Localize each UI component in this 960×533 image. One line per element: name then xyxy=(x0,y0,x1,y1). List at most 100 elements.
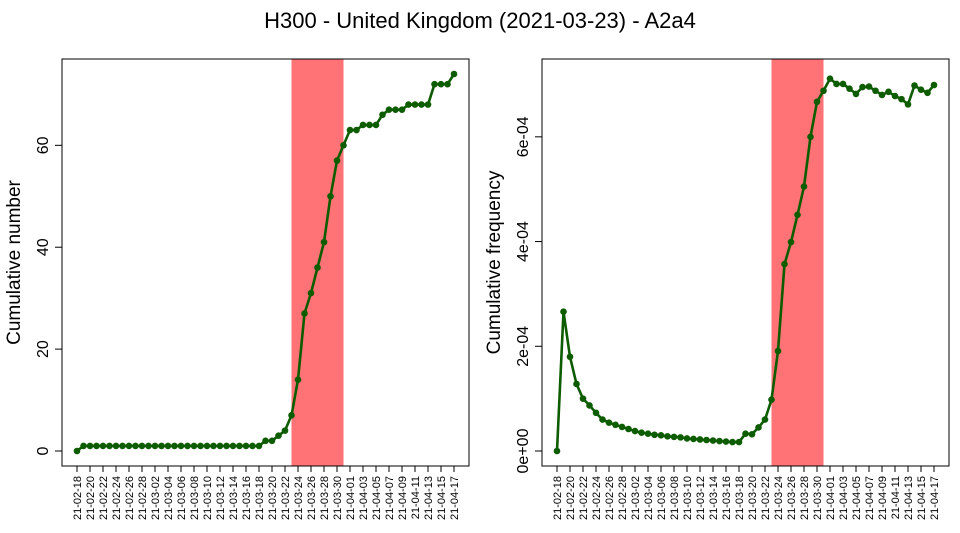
data-point xyxy=(177,442,185,450)
series-line xyxy=(76,73,456,453)
x-tick-label: 21-04-09 xyxy=(397,476,409,520)
figure-title: H300 - United Kingdom (2021-03-23) - A2a… xyxy=(264,8,696,33)
data-point xyxy=(392,106,399,113)
data-point xyxy=(670,433,678,441)
data-point xyxy=(333,157,341,164)
data-point xyxy=(742,430,749,438)
x-tick-label: 21-03-26 xyxy=(306,476,318,520)
data-point xyxy=(677,434,684,441)
data-point xyxy=(586,402,593,409)
data-point xyxy=(852,90,860,98)
data-point xyxy=(255,442,263,450)
x-tick-label: 21-04-01 xyxy=(345,476,357,520)
x-tick-label: 21-04-17 xyxy=(929,476,941,520)
data-point xyxy=(631,427,639,435)
y-tick-label: 0e+00 xyxy=(515,428,532,473)
data-point xyxy=(223,442,230,450)
x-tick-label: 21-03-22 xyxy=(280,476,292,520)
data-point xyxy=(566,353,574,361)
data-point xyxy=(605,419,613,427)
data-point xyxy=(846,85,853,92)
data-point xyxy=(385,106,393,113)
data-point xyxy=(787,238,795,246)
x-tick-label: 21-04-13 xyxy=(423,476,435,520)
x-tick-label: 21-03-10 xyxy=(202,476,214,520)
data-point xyxy=(431,80,438,88)
x-tick-label: 21-03-04 xyxy=(643,476,655,520)
data-point xyxy=(106,442,113,450)
data-point xyxy=(405,101,412,108)
x-tick-label: 21-04-07 xyxy=(384,476,396,520)
data-point xyxy=(359,121,367,129)
x-tick-label: 21-02-24 xyxy=(591,476,603,520)
x-tick-label: 21-03-16 xyxy=(241,476,253,520)
data-point xyxy=(625,425,632,433)
data-point xyxy=(444,80,451,88)
y-axis-label: Cumulative number xyxy=(4,179,25,344)
x-tick-label: 21-03-14 xyxy=(708,476,720,520)
data-point xyxy=(755,424,762,431)
data-point xyxy=(288,412,295,419)
x-tick-label: 21-04-03 xyxy=(358,476,370,520)
x-tick-label: 21-03-18 xyxy=(254,476,266,520)
data-point xyxy=(917,86,925,94)
data-point xyxy=(249,442,256,450)
x-tick-label: 21-03-02 xyxy=(630,476,642,520)
data-point xyxy=(592,409,600,417)
data-point xyxy=(366,121,373,129)
data-point xyxy=(320,238,328,246)
x-tick-label: 21-02-22 xyxy=(578,476,590,520)
data-point xyxy=(644,430,652,438)
data-point xyxy=(898,95,905,103)
x-tick-label: 21-04-13 xyxy=(903,476,915,520)
chart-panel-cumulative-number: 0 20 40 60 Cumulative number 21-02-18 21-02-20… xyxy=(4,58,470,520)
data-point xyxy=(281,427,289,434)
data-point xyxy=(761,416,769,423)
x-tick-label: 21-04-05 xyxy=(851,476,863,520)
data-point xyxy=(268,437,276,445)
x-tick-label: 21-03-26 xyxy=(786,476,798,520)
data-point xyxy=(820,87,827,95)
highlight-band xyxy=(771,59,824,466)
data-point xyxy=(800,183,808,190)
data-point xyxy=(132,442,139,450)
data-point xyxy=(210,442,217,450)
data-point xyxy=(690,435,697,443)
data-point xyxy=(398,106,406,113)
x-tick-label: 21-03-06 xyxy=(656,476,668,520)
x-tick-label: 21-03-08 xyxy=(669,476,681,520)
y-tick-label: 40 xyxy=(35,238,52,256)
x-tick-label: 21-03-08 xyxy=(189,476,201,520)
x-tick-label: 21-04-07 xyxy=(864,476,876,520)
data-point xyxy=(307,289,315,297)
x-tick-label: 21-03-16 xyxy=(721,476,733,520)
data-point xyxy=(119,442,126,450)
x-tick-label: 21-04-11 xyxy=(410,476,422,519)
x-tick-label: 21-02-20 xyxy=(85,476,97,520)
y-tick-label: 4e-04 xyxy=(515,221,532,262)
data-point xyxy=(86,442,94,450)
x-tick-label: 21-04-15 xyxy=(916,476,928,520)
data-point xyxy=(833,80,840,88)
x-tick-label: 21-03-28 xyxy=(799,476,811,520)
x-tick-label: 21-04-03 xyxy=(838,476,850,520)
data-point xyxy=(418,101,425,108)
x-tick-label: 21-02-28 xyxy=(137,476,149,520)
data-point xyxy=(353,126,360,134)
data-point xyxy=(599,416,606,423)
data-point xyxy=(872,87,879,95)
x-tick-label: 21-02-26 xyxy=(604,476,616,520)
data-point xyxy=(242,442,250,450)
data-point xyxy=(579,395,587,402)
data-point xyxy=(450,70,458,78)
data-point xyxy=(411,101,419,108)
data-point xyxy=(696,436,704,443)
x-tick-label: 21-04-17 xyxy=(449,476,461,520)
data-point xyxy=(560,308,567,316)
data-point xyxy=(735,438,743,446)
data-point xyxy=(774,347,782,355)
data-point xyxy=(216,442,224,450)
data-point xyxy=(164,442,172,450)
data-point xyxy=(722,438,730,445)
data-point xyxy=(839,80,847,88)
